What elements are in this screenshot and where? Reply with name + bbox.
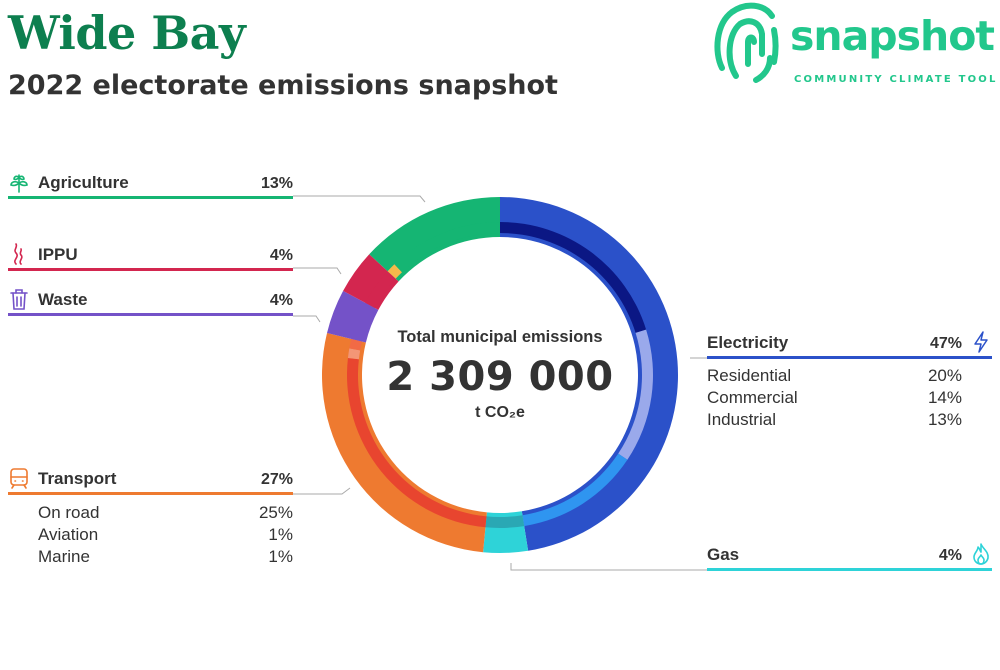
donut-subslice-agriculture bbox=[394, 222, 500, 273]
donut-subslice-on-road bbox=[347, 358, 487, 528]
train-icon bbox=[10, 468, 28, 489]
waste-rule bbox=[8, 313, 293, 316]
sub-label: On road bbox=[38, 503, 100, 522]
ippu-label: IPPU bbox=[38, 245, 78, 264]
sub-label: Marine bbox=[38, 547, 90, 566]
sub-percent: 13% bbox=[927, 410, 962, 429]
sub-percent: 1% bbox=[268, 525, 293, 544]
leader-lines bbox=[293, 195, 707, 571]
donut-subslice-residential bbox=[500, 222, 647, 333]
smoke-icon bbox=[14, 243, 23, 265]
donut-subslice-ippu bbox=[365, 271, 396, 308]
ippu-percent: 4% bbox=[269, 247, 293, 264]
category-gas: Gas 4% bbox=[707, 543, 992, 571]
gas-percent: 4% bbox=[938, 547, 962, 564]
sub-percent: 20% bbox=[927, 366, 962, 385]
snapshot-logo: snapshot COMMUNITY CLIMATE TOOL bbox=[712, 0, 1000, 90]
waste-label: Waste bbox=[38, 290, 88, 309]
transport-sub-on-road: On road 25% bbox=[38, 503, 293, 525]
transport-sub-marine: Marine 1% bbox=[38, 547, 293, 569]
leader-line-agriculture bbox=[293, 195, 426, 203]
donut-subslice-aviation bbox=[347, 348, 361, 360]
total-emissions-label: Total municipal emissions bbox=[397, 328, 603, 346]
agriculture-rule bbox=[8, 196, 293, 199]
gas-rule bbox=[707, 568, 992, 571]
agriculture-percent: 13% bbox=[260, 175, 293, 192]
electricity-rule bbox=[707, 356, 992, 359]
lightning-icon bbox=[974, 331, 988, 353]
sub-label: Commercial bbox=[707, 388, 798, 407]
ippu-rule bbox=[8, 268, 293, 271]
electricity-percent: 47% bbox=[929, 335, 962, 352]
logo-tagline: COMMUNITY CLIMATE TOOL bbox=[794, 74, 998, 85]
leader-line-waste bbox=[293, 315, 321, 323]
donut-subslice-waste bbox=[351, 302, 375, 342]
sub-label: Aviation bbox=[38, 525, 99, 544]
donut-slice-ippu bbox=[343, 254, 399, 310]
category-ippu: IPPU 4% bbox=[8, 243, 293, 271]
leader-line-gas bbox=[510, 563, 707, 571]
donut-inner-ring bbox=[347, 222, 653, 528]
sub-percent: 25% bbox=[258, 503, 293, 522]
sub-percent: 1% bbox=[268, 547, 293, 566]
transport-percent: 27% bbox=[260, 471, 293, 488]
category-electricity: Electricity 47% bbox=[707, 331, 992, 359]
sub-percent: 14% bbox=[927, 388, 962, 407]
transport-label: Transport bbox=[38, 469, 117, 488]
bin-icon bbox=[10, 289, 28, 310]
page-subtitle: 2022 electorate emissions snapshot bbox=[8, 70, 558, 101]
transport-sub-aviation: Aviation 1% bbox=[38, 525, 293, 547]
leader-line-ippu bbox=[293, 267, 342, 275]
sub-label: Industrial bbox=[707, 410, 776, 429]
flame-icon bbox=[973, 543, 989, 565]
electricity-sub-commercial: Commercial 14% bbox=[707, 388, 962, 410]
donut-subslice-commercial bbox=[618, 329, 653, 460]
plant-icon bbox=[10, 174, 28, 193]
waste-percent: 4% bbox=[269, 292, 293, 309]
donut-subslice-marine bbox=[349, 338, 363, 351]
gas-label: Gas bbox=[707, 545, 740, 564]
category-transport: Transport 27% bbox=[8, 468, 293, 495]
electricity-sub-residential: Residential 20% bbox=[707, 366, 962, 388]
sub-label: Residential bbox=[707, 366, 792, 385]
fingerprint-logo-icon bbox=[714, 2, 779, 83]
leader-line-transport bbox=[293, 487, 351, 495]
electricity-label: Electricity bbox=[707, 333, 789, 352]
donut-subslice-other bbox=[387, 264, 403, 279]
transport-rule bbox=[8, 492, 293, 495]
donut-slice-transport bbox=[322, 333, 487, 553]
category-agriculture: Agriculture 13% bbox=[8, 172, 293, 199]
total-emissions-value: 2 309 000 bbox=[386, 354, 614, 400]
logo-wordmark: snapshot bbox=[790, 12, 995, 60]
total-emissions-unit: t CO₂e bbox=[475, 404, 525, 421]
category-waste: Waste 4% bbox=[8, 289, 293, 316]
donut-slice-electricity bbox=[500, 197, 678, 551]
electricity-sub-industrial: Industrial 13% bbox=[707, 410, 962, 432]
donut-subslice-industrial bbox=[522, 453, 628, 527]
page-title: Wide Bay bbox=[8, 6, 246, 60]
agriculture-label: Agriculture bbox=[38, 173, 129, 192]
donut-subslice-gas bbox=[485, 515, 525, 528]
